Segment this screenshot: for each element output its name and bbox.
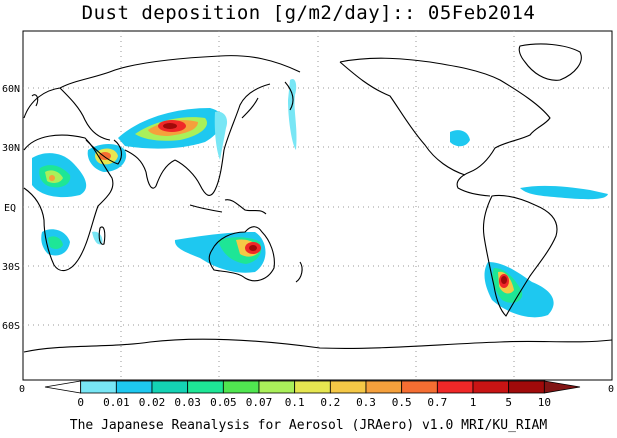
colorbar-tick-label: 0.5: [392, 396, 412, 409]
plume-north-america: [288, 78, 608, 200]
colorbar-tick-label: 10: [538, 396, 551, 409]
colorbar-swatch: [151, 380, 189, 394]
colorbar-tick-label: 0: [77, 396, 84, 409]
colorbar-swatch: [294, 380, 331, 394]
colorbar-swatch: [80, 380, 117, 394]
plume-taklimakan: [118, 108, 228, 160]
lat-label-60s: 60S: [2, 321, 20, 332]
colorbar-swatch: [222, 380, 260, 394]
colorbar-swatch: [543, 380, 581, 394]
plume-sahara: [32, 153, 87, 198]
colorbar-tick-label: 0.2: [320, 396, 340, 409]
lon-label-right: 0: [608, 384, 614, 395]
colorbar-swatch: [44, 380, 82, 394]
lat-label-30s: 30S: [2, 262, 20, 273]
colorbar-swatch: [508, 380, 545, 394]
colorbar-tick-label: 1: [470, 396, 477, 409]
colorbar: 0 0.01 0.02 0.03 0.05 0.07 0.1 0.2 0.3 0.5 0.7 1 5 10: [44, 380, 581, 409]
map-title: Dust deposition [g/m2/day]:: 05Feb2014: [81, 2, 536, 24]
lat-label-eq: EQ: [4, 203, 16, 214]
plume-patagonia: [484, 262, 554, 318]
colorbar-swatch: [258, 380, 296, 394]
colorbar-tick-label: 0.05: [210, 396, 237, 409]
colorbar-swatch: [472, 380, 510, 394]
colorbar-swatch: [115, 380, 153, 394]
colorbar-tick-label: 0.3: [356, 396, 376, 409]
plume-australia: [174, 232, 266, 273]
colorbar-swatch: [365, 380, 403, 394]
coastlines: [23, 43, 613, 353]
colorbar-tick-label: 0.01: [103, 396, 130, 409]
lon-label-left: 0: [19, 384, 25, 395]
colorbar-tick-label: 0.03: [174, 396, 201, 409]
colorbar-tick-label: 0.1: [285, 396, 305, 409]
colorbar-swatch: [187, 380, 224, 394]
colorbar-tick-label: 0.7: [427, 396, 447, 409]
footer-credit: The Japanese Reanalysis for Aerosol (JRA…: [69, 418, 548, 433]
lat-label-60n: 60N: [2, 84, 20, 95]
colorbar-tick-label: 0.07: [246, 396, 273, 409]
colorbar-swatch: [329, 380, 367, 394]
colorbar-swatch: [401, 380, 438, 394]
colorbar-tick-label: 0.02: [139, 396, 166, 409]
lat-label-30n: 30N: [2, 143, 20, 154]
colorbar-tick-label: 5: [505, 396, 512, 409]
map-frame: [22, 30, 613, 381]
colorbar-swatch: [436, 380, 474, 394]
